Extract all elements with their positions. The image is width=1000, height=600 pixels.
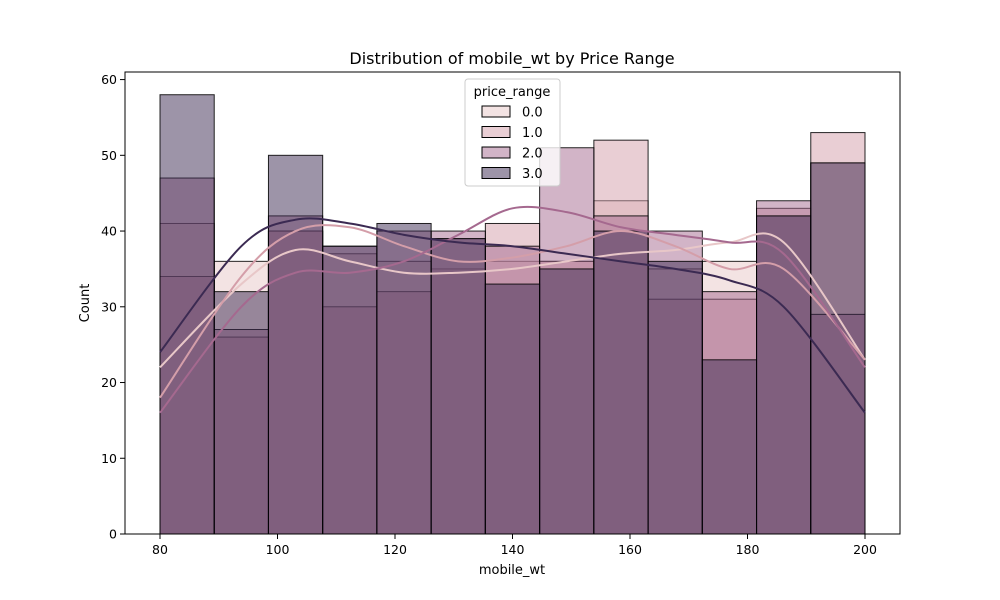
y-axis-ticks: 0 10 20 30 40 50 60 [101, 72, 125, 542]
x-tick-label-140: 140 [501, 542, 525, 557]
y-tick-label-20: 20 [101, 375, 117, 390]
x-axis-ticks: 80 100 120 140 160 180 200 [152, 534, 877, 557]
y-tick-label-0: 0 [109, 527, 117, 542]
legend: price_range 0.0 1.0 2.0 3.0 [464, 78, 561, 187]
x-tick-label-100: 100 [266, 542, 290, 557]
legend-label-1.0: 1.0 [522, 126, 543, 141]
chart-title: Distribution of mobile_wt by Price Range [349, 49, 674, 69]
kde-line-3.0 [159, 217, 866, 414]
bar-3.0-bin-4 [376, 222, 432, 535]
x-tick-label-80: 80 [152, 542, 168, 557]
kde-line-0.0 [159, 232, 866, 369]
x-axis-label: mobile_wt [479, 563, 545, 578]
bar-3.0-bin-10 [701, 359, 758, 535]
legend-swatch-1.0 [481, 126, 511, 138]
kde-line-2.0 [159, 205, 866, 414]
y-tick-label-10: 10 [101, 451, 117, 466]
bar-3.0-bin-7 [539, 268, 595, 535]
bar-3.0-bin-8 [593, 230, 649, 535]
legend-items: 0.0 1.0 2.0 3.0 [481, 105, 543, 182]
legend-swatch-2.0 [481, 146, 511, 159]
kde-layer [159, 205, 866, 414]
bar-3.0-bin-6 [484, 283, 541, 535]
legend-label-0.0: 0.0 [522, 106, 543, 121]
x-tick-label-200: 200 [853, 542, 877, 557]
y-tick-label-30: 30 [101, 299, 117, 314]
y-tick-label-40: 40 [101, 224, 117, 239]
legend-label-3.0: 3.0 [522, 167, 543, 182]
legend-title: price_range [474, 85, 551, 100]
bar-3.0-bin-1 [213, 291, 269, 535]
bar-3.0-bin-3 [322, 245, 378, 535]
legend-label-2.0: 2.0 [522, 147, 543, 162]
bar-3.0-bin-5 [430, 238, 486, 535]
y-axis-label: Count [78, 284, 93, 323]
x-tick-label-180: 180 [736, 542, 760, 557]
y-tick-label-60: 60 [101, 72, 117, 87]
bar-3.0-bin-9 [647, 260, 703, 535]
bars-layer [159, 94, 866, 535]
legend-swatch-0.0 [481, 105, 511, 118]
x-tick-label-160: 160 [618, 542, 642, 557]
kde-line-1.0 [159, 224, 866, 399]
bar-3.0-bin-2 [267, 154, 324, 535]
y-tick-label-50: 50 [101, 148, 117, 163]
legend-swatch-3.0 [481, 167, 511, 179]
x-tick-label-120: 120 [383, 542, 407, 557]
